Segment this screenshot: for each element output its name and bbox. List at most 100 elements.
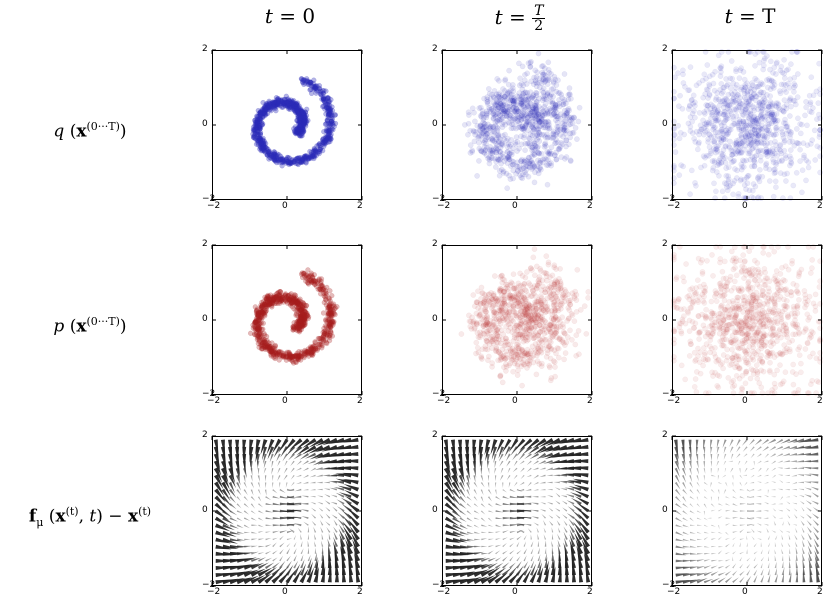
scatter-point (294, 324, 300, 331)
scatter-point (329, 310, 335, 317)
scatter-point (558, 287, 565, 294)
scatter-point (531, 179, 538, 186)
scatter-point (783, 303, 789, 310)
scatter-point (518, 99, 525, 106)
scatter-point (329, 120, 335, 127)
scatter-point (273, 349, 279, 356)
scatter-point (508, 149, 515, 156)
scatter-point (535, 332, 541, 339)
scatter-point (766, 104, 773, 111)
scatter-point (295, 326, 301, 332)
scatter-point (256, 125, 262, 131)
scatter-point (268, 102, 275, 108)
scatter-point (518, 347, 525, 353)
scatter-point (295, 110, 301, 117)
scatter-point (297, 114, 303, 120)
scatter-point (753, 77, 760, 84)
scatter-point (253, 315, 260, 322)
scatter-point (537, 328, 543, 335)
scatter-point (308, 153, 314, 159)
scatter-point (285, 103, 291, 109)
scatter-point (715, 160, 722, 166)
scatter-point (539, 301, 546, 308)
scatter-point (493, 335, 500, 342)
scatter-point (277, 97, 283, 104)
scatter-point (273, 294, 279, 300)
scatter-point (547, 93, 554, 100)
scatter-point (484, 338, 491, 345)
scatter-point (781, 56, 787, 63)
scatter-point (326, 303, 333, 310)
scatter-point (265, 295, 271, 302)
scatter-point (532, 169, 538, 176)
scatter-point (568, 310, 575, 317)
scatter-point (297, 117, 303, 123)
scatter-point (495, 357, 501, 364)
scatter-point (292, 128, 298, 135)
scatter-point (511, 98, 517, 105)
scatter-point (757, 319, 764, 325)
scatter-point (750, 118, 756, 124)
scatter-point (537, 157, 544, 164)
scatter-point (300, 130, 306, 136)
scatter-point (733, 272, 740, 279)
scatter-point (268, 299, 275, 305)
scatter-point (745, 338, 752, 345)
scatter-point (519, 348, 526, 355)
scatter-point (777, 88, 783, 94)
scatter-point (269, 304, 275, 310)
scatter-point (256, 344, 262, 350)
scatter-point (299, 312, 305, 318)
scatter-point (788, 292, 795, 299)
scatter-point (527, 355, 533, 361)
scatter-point (254, 113, 260, 119)
scatter-point (283, 351, 289, 357)
scatter-point (256, 110, 262, 116)
scatter-point (266, 102, 272, 109)
scatter-point (804, 122, 810, 129)
scatter-point (469, 314, 475, 321)
scatter-point (739, 338, 746, 344)
scatter-point (504, 160, 511, 166)
scatter-point (750, 294, 756, 301)
scatter-point (487, 336, 494, 342)
scatter-point (255, 332, 261, 339)
scatter-point (709, 158, 716, 164)
scatter-point (506, 100, 513, 106)
scatter-point (712, 146, 719, 153)
scatter-point (299, 108, 305, 114)
scatter-point (745, 334, 752, 341)
scatter-point (255, 137, 261, 143)
scatter-point (259, 299, 265, 306)
scatter-point (301, 317, 308, 323)
scatter-point (503, 348, 510, 355)
scatter-point (733, 85, 739, 91)
scatter-point (257, 110, 263, 116)
scatter-point (748, 305, 755, 312)
scatter-point (500, 86, 506, 92)
scatter-point (745, 326, 752, 332)
scatter-point (334, 304, 340, 310)
scatter-point (301, 315, 308, 321)
scatter-point (297, 133, 304, 139)
scatter-point (575, 118, 582, 125)
scatter-point (473, 129, 479, 135)
scatter-point (533, 319, 540, 326)
scatter-point (506, 172, 512, 179)
scatter-point (305, 349, 311, 356)
scatter-point (506, 103, 513, 110)
scatter-point (261, 147, 267, 153)
scatter-point (253, 320, 260, 326)
scatter-point (264, 344, 270, 350)
scatter-point (310, 351, 316, 357)
scatter-point (680, 163, 686, 170)
scatter-point (328, 315, 334, 322)
scatter-point (255, 312, 261, 318)
scatter-point (750, 116, 757, 123)
scatter-point (706, 91, 713, 98)
scatter-point (298, 119, 304, 125)
scatter-point (491, 312, 498, 319)
scatter-point (524, 309, 531, 315)
scatter-point (687, 305, 694, 311)
scatter-point (571, 318, 578, 324)
